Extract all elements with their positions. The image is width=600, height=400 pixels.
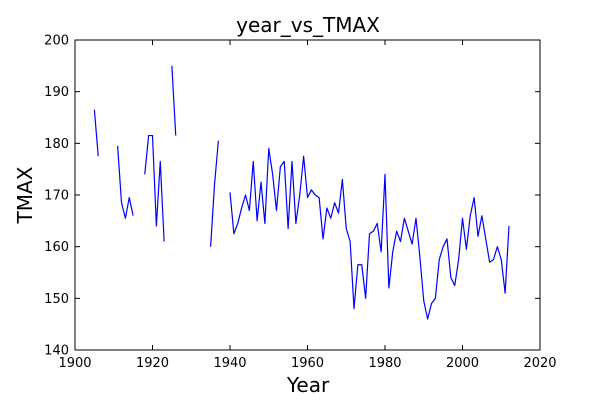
series-line-segment xyxy=(229,147,510,320)
chart-title: year_vs_TMAX xyxy=(236,13,380,37)
x-tick-label: 1980 xyxy=(368,356,401,371)
series-line-segment xyxy=(144,134,165,242)
x-tick-label: 1900 xyxy=(58,356,91,371)
x-tick-label: 1920 xyxy=(136,356,169,371)
x-tick-label: 1940 xyxy=(213,356,246,371)
series-line-segment xyxy=(171,65,177,136)
x-axis-label: Year xyxy=(286,373,330,397)
x-tick-label: 2020 xyxy=(523,356,556,371)
series-line-segment xyxy=(117,145,134,219)
y-tick-label: 150 xyxy=(44,292,69,307)
x-tick-label: 2000 xyxy=(446,356,479,371)
y-tick-label: 200 xyxy=(44,34,69,49)
y-tick-label: 170 xyxy=(44,189,69,204)
series-layer xyxy=(93,65,510,320)
series-line-segment xyxy=(93,109,99,157)
y-tick-label: 190 xyxy=(44,85,69,100)
y-tick-label: 140 xyxy=(44,344,69,359)
y-axis-label: TMAX xyxy=(13,166,37,224)
series-line-segment xyxy=(210,140,219,247)
y-tick-label: 180 xyxy=(44,137,69,152)
y-tick-label: 160 xyxy=(44,240,69,255)
y-axis: 140 150 160 170 180 190 200 xyxy=(44,34,540,359)
x-axis: 1900 1920 1940 1960 1980 2000 2020 xyxy=(58,40,557,371)
x-tick-label: 1960 xyxy=(291,356,324,371)
